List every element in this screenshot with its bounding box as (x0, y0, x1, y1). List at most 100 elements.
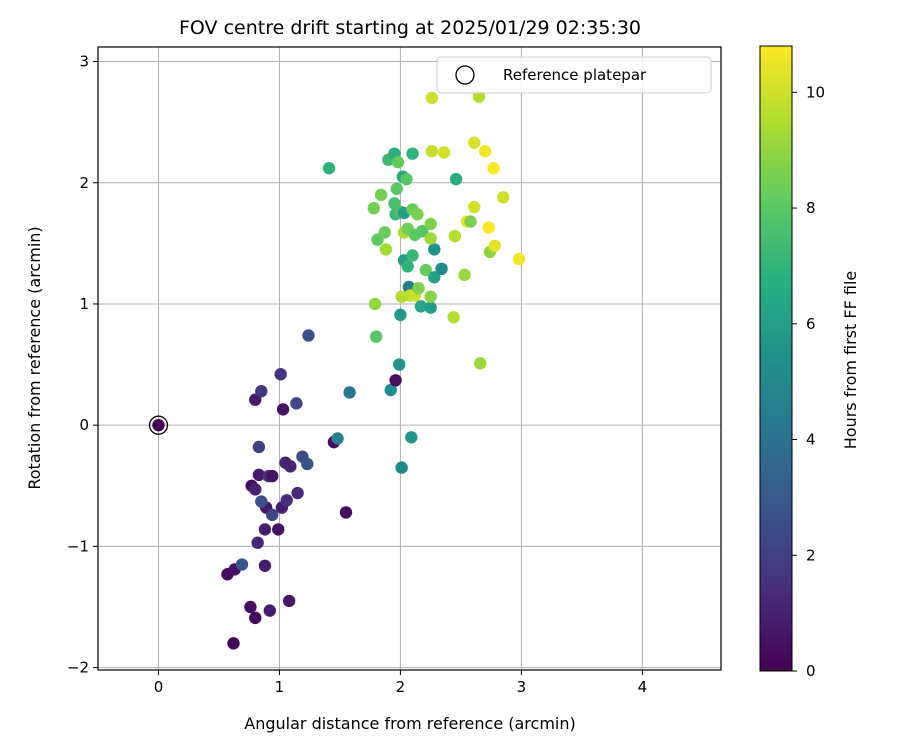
y-tick-label: 1 (79, 295, 89, 313)
data-point (384, 383, 397, 397)
data-point (448, 229, 462, 243)
data-point (497, 191, 510, 204)
y-tick-label: 2 (79, 174, 89, 192)
data-point (406, 147, 419, 160)
colorbar-tick-label: 4 (806, 431, 816, 449)
colorbar-tick-label: 10 (806, 83, 825, 101)
colorbar-tick-label: 2 (806, 546, 816, 564)
data-point (424, 301, 437, 314)
plot-frame (97, 46, 722, 671)
data-point (512, 252, 526, 266)
data-point (394, 308, 407, 322)
y-tick-label: −1 (67, 537, 89, 555)
data-point (282, 594, 296, 608)
colorbar-tick-label: 0 (806, 662, 816, 680)
data-point (252, 468, 266, 482)
colorbar-ticks: 0 2 4 6 8 10 (792, 83, 825, 680)
data-point (302, 329, 315, 342)
data-point (488, 239, 501, 252)
legend-label: Reference platepar (503, 66, 647, 84)
data-point (424, 217, 437, 231)
data-point (252, 440, 266, 454)
data-point (379, 243, 393, 256)
data-point (258, 523, 272, 536)
x-tick-label: 3 (517, 678, 527, 696)
data-point (255, 495, 268, 508)
data-point (378, 226, 391, 239)
data-point (389, 374, 402, 387)
data-point (272, 523, 285, 536)
y-axis-label: Rotation from reference (arcmin) (25, 226, 44, 489)
y-tick-label: 3 (79, 53, 89, 71)
data-points (221, 90, 526, 650)
data-point (274, 368, 287, 381)
x-tick-label: 1 (275, 678, 285, 696)
data-point (368, 297, 382, 311)
colorbar-label: Hours from first FF file (841, 271, 860, 450)
y-axis-ticks: −2 −1 0 1 2 3 (67, 53, 98, 677)
data-point (437, 146, 451, 159)
y-tick-label: 0 (79, 416, 89, 434)
data-point (331, 432, 344, 445)
x-axis-label: Angular distance from reference (arcmin) (244, 714, 575, 733)
data-point (249, 483, 262, 496)
data-point (276, 403, 290, 416)
data-point (284, 460, 297, 473)
data-point (464, 215, 477, 228)
data-point (487, 162, 500, 175)
legend: Reference platepar (436, 56, 712, 94)
data-point (370, 330, 383, 343)
data-point (425, 145, 439, 158)
data-point (424, 290, 437, 303)
data-point (258, 559, 272, 572)
data-point (416, 225, 429, 238)
data-point (343, 386, 356, 399)
data-point (251, 536, 264, 549)
data-point (244, 600, 257, 614)
data-point (339, 506, 353, 519)
data-point (472, 90, 486, 103)
data-point (424, 232, 437, 245)
reference-point-ring (148, 415, 169, 435)
legend-box (436, 56, 712, 94)
data-point (414, 300, 428, 313)
data-point (474, 357, 487, 370)
data-point (401, 260, 414, 273)
data-point (400, 172, 413, 186)
data-point (482, 221, 495, 234)
data-point (301, 457, 314, 471)
data-point (447, 311, 460, 324)
grid (98, 47, 721, 670)
data-point (395, 461, 408, 474)
data-point (265, 508, 279, 522)
data-point (390, 182, 403, 196)
reference-point-fill (152, 418, 165, 432)
data-point (263, 604, 276, 617)
data-point (449, 172, 463, 186)
legend-marker-icon (455, 65, 475, 85)
data-point (265, 469, 279, 483)
data-point (374, 188, 388, 202)
x-tick-label: 2 (396, 678, 406, 696)
data-point (425, 91, 439, 105)
colorbar-tick-label: 8 (806, 199, 816, 217)
data-point (227, 637, 240, 650)
data-point (290, 397, 303, 410)
x-tick-label: 4 (638, 678, 648, 696)
data-point (280, 494, 293, 507)
data-point (322, 162, 336, 175)
data-point (435, 262, 448, 276)
data-point (405, 431, 418, 444)
reference-platepar-marker (148, 415, 169, 435)
data-point (468, 200, 481, 214)
data-point (458, 268, 471, 282)
data-point (406, 249, 419, 262)
data-point (411, 208, 424, 221)
data-point (249, 611, 262, 625)
colorbar-tick-label: 6 (806, 315, 816, 333)
chart-title: FOV centre drift starting at 2025/01/29 … (179, 17, 641, 39)
y-tick-label: −2 (67, 659, 89, 677)
data-point (367, 202, 381, 215)
colorbar (759, 45, 793, 672)
